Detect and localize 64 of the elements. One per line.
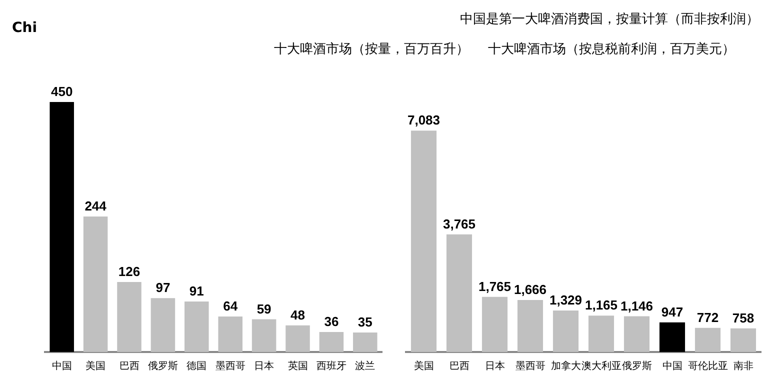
data-label: 1,666	[514, 282, 547, 298]
x-tick-label: 俄罗斯	[148, 360, 178, 372]
bar	[552, 310, 579, 352]
data-label: 758	[732, 310, 754, 326]
chart-subtitle: 中国是第一大啤酒消费国，按量计算（而非按利润）	[460, 11, 759, 28]
x-tick-label: 巴西	[119, 360, 140, 372]
bar	[446, 234, 472, 352]
x-tick-label: 墨西哥	[215, 360, 246, 372]
data-label: 1,765	[478, 278, 512, 294]
data-label: 36	[324, 314, 339, 330]
data-label: 7,083	[407, 112, 440, 128]
x-tick-label: 俄罗斯	[622, 360, 652, 372]
x-tick-label: 德国	[186, 360, 207, 372]
x-tick-label: 哥伦比亚	[688, 360, 728, 372]
x-tick-label: 巴西	[449, 360, 470, 372]
data-label: 126	[118, 264, 140, 280]
chart-title: 十大啤酒市场（按量，百万百升）	[274, 41, 469, 58]
bar	[482, 296, 508, 352]
data-label: 35	[358, 314, 372, 330]
bar	[694, 328, 721, 352]
x-tick-label: 日本	[254, 360, 274, 372]
bar	[184, 301, 209, 352]
x-tick-label: 澳大利亚	[581, 360, 622, 372]
data-label: 244	[84, 198, 108, 214]
text: Chi	[12, 20, 38, 36]
x-tick-label: 中国	[662, 360, 682, 372]
chart-title: 十大啤酒市场（按息税前利润，百万美元）	[488, 41, 735, 58]
bar	[150, 298, 176, 352]
x-tick-label: 南非	[733, 360, 754, 372]
bar	[218, 316, 242, 352]
data-label: 1,146	[620, 298, 654, 314]
bar	[50, 102, 74, 352]
data-label: 450	[51, 84, 73, 100]
data-label: 1,329	[549, 292, 582, 308]
bar	[117, 282, 142, 352]
x-tick-label: 加拿大	[550, 360, 581, 372]
data-label: 91	[189, 284, 204, 299]
bar	[410, 130, 437, 352]
x-tick-label: 墨西哥	[515, 360, 546, 372]
data-label: 772	[696, 310, 719, 325]
data-label: 1,165	[584, 298, 618, 313]
x-tick-label: 美国	[414, 360, 434, 372]
x-tick-label: 西班牙	[316, 360, 346, 372]
bar	[353, 332, 378, 352]
x-tick-label: 中国	[52, 360, 72, 372]
data-label: 97	[156, 280, 170, 296]
bar	[517, 300, 544, 352]
data-label: 947	[661, 304, 684, 320]
bar	[624, 316, 650, 352]
x-tick-label: 美国	[86, 360, 106, 372]
data-label: 48	[290, 307, 305, 322]
bar	[319, 332, 344, 352]
data-label: 64	[223, 298, 238, 314]
bar	[588, 316, 614, 352]
data-label: 3,765	[442, 216, 476, 232]
bar	[286, 325, 310, 352]
bar	[83, 216, 108, 352]
bar	[659, 322, 686, 352]
x-tick-label: 日本	[484, 360, 505, 372]
bar	[252, 319, 276, 352]
x-tick-label: 英国	[288, 360, 308, 372]
bar	[730, 328, 756, 352]
x-tick-label: 波兰	[355, 360, 376, 372]
data-label: 59	[256, 301, 272, 316]
